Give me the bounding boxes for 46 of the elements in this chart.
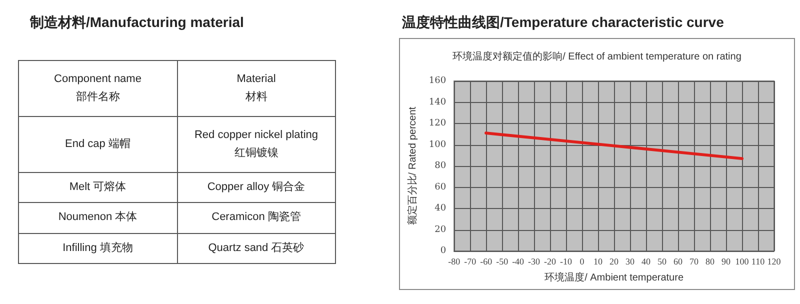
x-tick-label: -50 (496, 256, 509, 266)
y-tick-label: 0 (440, 246, 446, 256)
y-tick-label: 160 (428, 76, 446, 86)
x-tick-label: 60 (674, 256, 684, 266)
x-tick-label: -40 (512, 256, 525, 266)
y-tick-label: 80 (434, 161, 446, 171)
x-tick-label: 70 (690, 256, 700, 266)
x-tick-label: 100 (735, 256, 750, 266)
y-tick-label: 20 (434, 224, 446, 235)
x-tick-label: 90 (722, 256, 732, 266)
y-tick-label: 60 (434, 182, 446, 192)
text: Noumenon 本体 (18, 202, 177, 234)
x-tick-label: -70 (464, 256, 477, 266)
x-tick-label: 30 (626, 256, 636, 266)
text: Melt 可熔体 (18, 172, 177, 203)
y-tick-label: 40 (434, 204, 446, 214)
text: 制造材料/Manufacturing material (30, 14, 244, 32)
x-tick-label: 110 (751, 256, 766, 266)
line-series (484, 132, 744, 160)
x-tick-label: -10 (560, 256, 573, 266)
chart-subtitle: 环境温度对额定值的影响/ Effect of ambient temperature on rating (452, 50, 742, 62)
x-tick-label: -20 (544, 256, 557, 266)
y-axis-title: 额定百分比/ Rated percent (406, 106, 418, 226)
text: Material 材料 (177, 60, 336, 117)
text: End cap 端帽 (18, 116, 177, 173)
x-tick-label: -60 (480, 256, 493, 266)
x-tick-label: 40 (642, 256, 652, 266)
x-tick-label: -80 (448, 256, 461, 266)
y-tick-label: 100 (428, 140, 446, 150)
text: Quartz sand 石英砂 (177, 233, 336, 264)
y-tick-label: 120 (428, 118, 446, 128)
text: Infilling 填充物 (18, 233, 177, 264)
x-tick-label: 50 (658, 256, 668, 266)
x-tick-label: -30 (528, 256, 541, 266)
x-tick-label: 0 (580, 256, 585, 266)
x-axis-title: 环境温度/ Ambient temperature (544, 272, 684, 284)
text: Ceramicon 陶瓷管 (177, 202, 336, 234)
x-tick-label: 20 (610, 256, 620, 266)
y-tick-label: 140 (428, 97, 446, 108)
text: Red copper nickel plating 红铜镀镍 (177, 116, 336, 173)
text: Copper alloy 铜合金 (177, 172, 336, 203)
text: Component name 部件名称 (18, 60, 177, 117)
x-tick-label: 80 (706, 256, 716, 266)
x-tick-label: 120 (767, 256, 782, 266)
x-tick-label: 10 (594, 256, 604, 266)
chart-title: 温度特性曲线图/Temperature characteristic curve (402, 14, 724, 32)
